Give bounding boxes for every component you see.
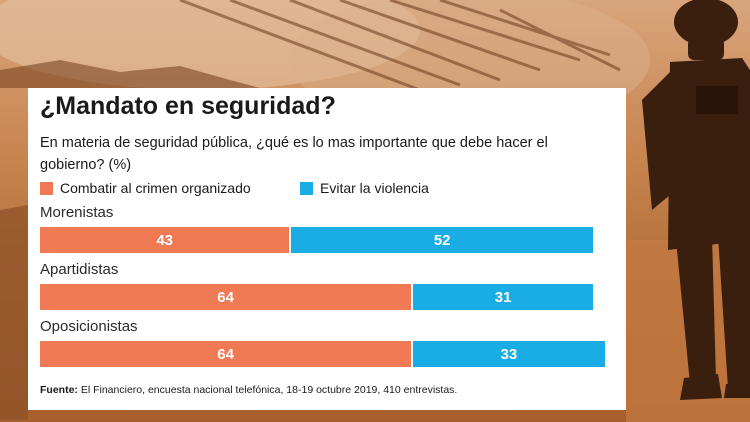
bar-segment: 33 bbox=[411, 341, 605, 367]
legend-item-combatir: Combatir al crimen organizado bbox=[40, 180, 251, 196]
bar-value-label: 64 bbox=[217, 288, 234, 306]
bar-segment: 31 bbox=[411, 284, 593, 310]
bar-segment: 43 bbox=[40, 227, 290, 253]
bar-segment: 64 bbox=[40, 284, 412, 310]
bar-segment: 52 bbox=[289, 227, 593, 253]
chart-title: ¿Mandato en seguridad? bbox=[40, 92, 336, 120]
bar-value-label: 33 bbox=[500, 345, 518, 363]
source-label: Fuente: bbox=[40, 384, 78, 396]
legend-swatch-combatir bbox=[40, 181, 53, 195]
legend-label-combatir: Combatir al crimen organizado bbox=[60, 180, 251, 196]
bar-value-label: 43 bbox=[156, 231, 174, 249]
bar-segment: 64 bbox=[40, 341, 412, 367]
source-text: El Financiero, encuesta nacional telefón… bbox=[80, 384, 458, 396]
bar-value-label: 64 bbox=[217, 345, 234, 363]
legend-item-evitar: Evitar la violencia bbox=[300, 180, 429, 196]
category-label: Morenistas bbox=[40, 204, 114, 221]
chart-subtitle: En materia de seguridad pública, ¿qué es… bbox=[40, 135, 548, 173]
chart-card: ¿Mandato en seguridad? En materia de seg… bbox=[28, 88, 626, 410]
bar-value-label: 52 bbox=[433, 231, 451, 249]
category-label: Apartidistas bbox=[40, 261, 119, 278]
bar-value-label: 31 bbox=[494, 288, 512, 306]
legend-label-evitar: Evitar la violencia bbox=[320, 180, 429, 196]
source-note: Fuente: El Financiero, encuesta nacional… bbox=[40, 384, 457, 396]
category-label: Oposicionistas bbox=[40, 318, 138, 335]
legend-swatch-evitar bbox=[300, 181, 313, 195]
